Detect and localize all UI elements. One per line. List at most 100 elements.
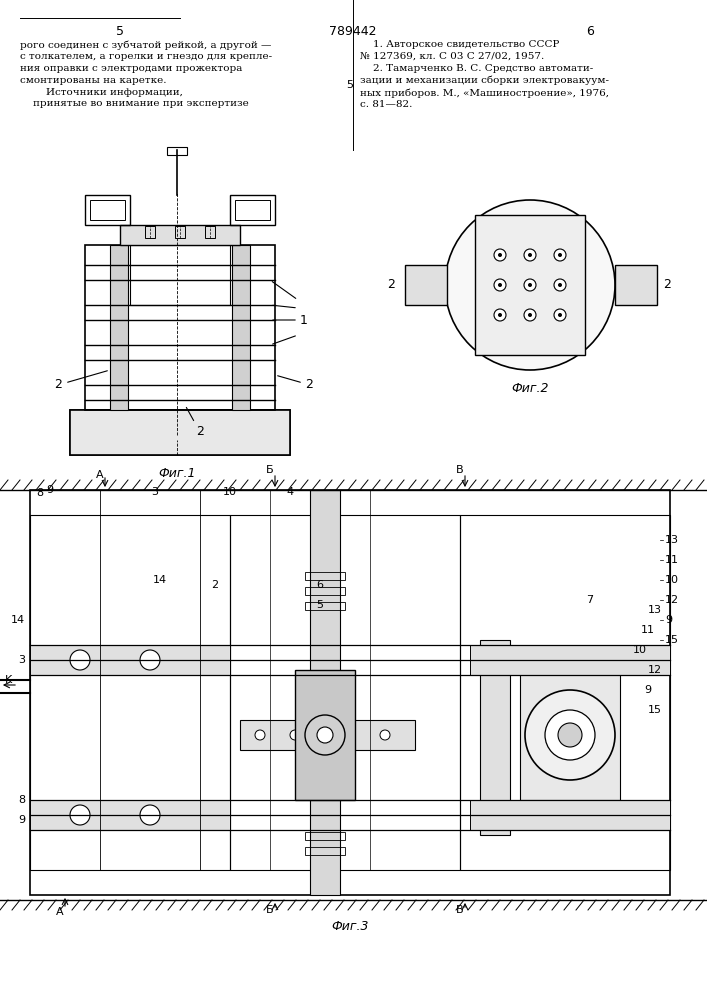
- Bar: [475, 215, 585, 355]
- Text: 15: 15: [665, 635, 679, 645]
- Text: 2: 2: [663, 278, 671, 292]
- Circle shape: [140, 805, 160, 825]
- Bar: [615, 265, 657, 305]
- Text: 6: 6: [586, 25, 594, 38]
- Bar: [110, 245, 128, 410]
- Text: 3: 3: [18, 655, 25, 665]
- Text: Б: Б: [267, 905, 274, 915]
- Text: А: А: [96, 470, 104, 480]
- Bar: [460, 515, 670, 870]
- Circle shape: [345, 730, 355, 740]
- Circle shape: [70, 650, 90, 670]
- Text: 10: 10: [665, 575, 679, 585]
- Text: 9: 9: [665, 615, 672, 625]
- Circle shape: [290, 730, 300, 740]
- Circle shape: [498, 313, 502, 317]
- Text: 10: 10: [633, 645, 647, 655]
- Text: 15: 15: [648, 705, 662, 715]
- Circle shape: [558, 283, 562, 287]
- Text: 13: 13: [665, 535, 679, 545]
- Circle shape: [494, 249, 506, 261]
- Bar: [230, 515, 460, 870]
- Text: 2: 2: [305, 378, 313, 391]
- Bar: [470, 645, 670, 675]
- Text: 2: 2: [387, 278, 395, 292]
- Text: 789442: 789442: [329, 25, 377, 38]
- Text: 2: 2: [211, 580, 218, 590]
- Text: 4: 4: [286, 487, 293, 497]
- Text: 14: 14: [11, 615, 25, 625]
- Text: 12: 12: [665, 595, 679, 605]
- Text: 2: 2: [196, 425, 204, 438]
- Bar: [305, 587, 345, 595]
- Bar: [30, 645, 230, 675]
- Bar: [85, 195, 130, 225]
- Circle shape: [70, 805, 90, 825]
- Circle shape: [140, 650, 160, 670]
- Bar: [470, 800, 670, 830]
- Text: K: K: [5, 675, 12, 685]
- Text: 12: 12: [648, 665, 662, 675]
- Text: 9: 9: [645, 685, 652, 695]
- Circle shape: [317, 727, 333, 743]
- Bar: [305, 847, 345, 855]
- Bar: [480, 640, 510, 835]
- Text: 8: 8: [18, 795, 25, 805]
- Bar: [30, 490, 670, 895]
- Text: В: В: [456, 465, 464, 475]
- Text: 14: 14: [153, 575, 167, 585]
- Text: 11: 11: [641, 625, 655, 635]
- Text: 10: 10: [223, 487, 237, 497]
- Circle shape: [255, 730, 265, 740]
- Text: 9: 9: [47, 485, 54, 495]
- Circle shape: [558, 723, 582, 747]
- Bar: [520, 670, 620, 800]
- Text: 13: 13: [648, 605, 662, 615]
- Bar: [130, 245, 230, 305]
- Text: А: А: [56, 907, 64, 917]
- Bar: [310, 490, 340, 895]
- Circle shape: [494, 279, 506, 291]
- Circle shape: [524, 279, 536, 291]
- Circle shape: [525, 690, 615, 780]
- Text: 9: 9: [18, 815, 25, 825]
- Bar: [85, 245, 275, 410]
- Text: В: В: [456, 905, 464, 915]
- Text: Фиг.1: Фиг.1: [158, 467, 196, 480]
- Text: 11: 11: [665, 555, 679, 565]
- Circle shape: [498, 253, 502, 257]
- Bar: [30, 515, 230, 870]
- Circle shape: [380, 730, 390, 740]
- Circle shape: [558, 253, 562, 257]
- Bar: [120, 225, 240, 245]
- Bar: [90, 200, 125, 220]
- Bar: [305, 602, 345, 610]
- Text: Фиг.2: Фиг.2: [511, 382, 549, 395]
- Text: 1: 1: [300, 314, 308, 326]
- Text: 3: 3: [151, 487, 158, 497]
- Circle shape: [554, 249, 566, 261]
- Circle shape: [545, 710, 595, 760]
- Bar: [167, 147, 187, 155]
- Bar: [232, 245, 250, 410]
- Circle shape: [554, 309, 566, 321]
- Circle shape: [554, 279, 566, 291]
- Circle shape: [305, 715, 345, 755]
- Circle shape: [494, 309, 506, 321]
- Bar: [305, 832, 345, 840]
- Bar: [175, 226, 185, 238]
- Bar: [240, 720, 415, 750]
- Circle shape: [528, 283, 532, 287]
- Text: 8: 8: [37, 488, 44, 498]
- Circle shape: [558, 313, 562, 317]
- Bar: [70, 410, 290, 455]
- Text: 5: 5: [346, 80, 353, 90]
- Text: 5: 5: [116, 25, 124, 38]
- Circle shape: [445, 200, 615, 370]
- Circle shape: [498, 283, 502, 287]
- Text: 7: 7: [586, 595, 594, 605]
- Circle shape: [524, 309, 536, 321]
- Text: Б: Б: [267, 465, 274, 475]
- Bar: [230, 195, 275, 225]
- Text: 5: 5: [317, 600, 324, 610]
